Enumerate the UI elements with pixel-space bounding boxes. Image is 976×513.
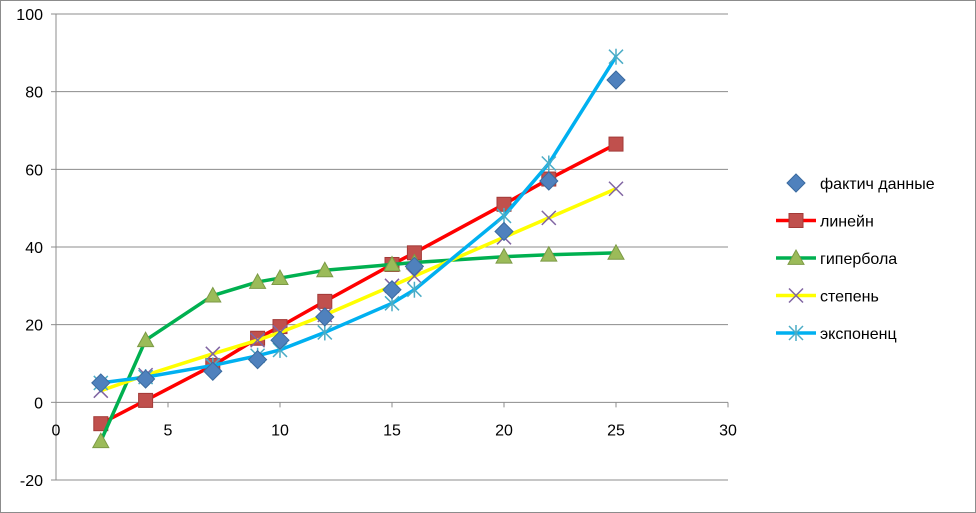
x-tick-label: 15 <box>383 422 401 439</box>
data-point <box>606 70 626 90</box>
legend-marker <box>787 248 805 265</box>
y-tick-label: 100 <box>16 7 43 24</box>
series-3 <box>91 243 625 449</box>
legend-label: экспоненц <box>820 326 897 343</box>
legend-marker <box>788 287 804 304</box>
data-point <box>496 207 512 224</box>
legend-entry: линейн <box>776 213 874 231</box>
legend-label: степень <box>820 289 879 306</box>
data-point <box>247 349 268 370</box>
data-point <box>248 272 267 289</box>
x-tick-label: 5 <box>164 422 173 439</box>
data-point <box>541 155 557 172</box>
legend-marker <box>786 173 806 193</box>
grid-layer <box>56 13 728 481</box>
data-point <box>383 255 401 272</box>
legend: фактич данные линейн гипербола степень экспо… <box>776 173 935 343</box>
data-point <box>203 361 223 381</box>
data-point <box>317 293 333 309</box>
data-point <box>404 256 425 277</box>
data-point <box>539 245 558 262</box>
y-tick-label: -20 <box>20 473 43 490</box>
data-point <box>539 171 559 191</box>
data-point <box>270 330 290 350</box>
data-point <box>91 432 110 449</box>
data-point <box>250 332 266 348</box>
data-point <box>271 269 289 285</box>
data-point <box>608 181 624 197</box>
x-tick-label: 0 <box>52 422 61 439</box>
series-4 <box>93 181 624 399</box>
data-point <box>136 331 155 348</box>
data-point <box>494 221 514 242</box>
data-point <box>205 346 221 362</box>
x-tick-label: 30 <box>719 422 737 439</box>
data-point <box>315 261 334 278</box>
x-tick-label: 25 <box>607 422 625 439</box>
series-line <box>100 187 617 393</box>
legend-label: линейн <box>820 214 874 231</box>
legend-entry: экспоненц <box>776 325 897 343</box>
series-1 <box>91 70 626 393</box>
data-point <box>315 307 335 327</box>
data-point <box>138 392 154 408</box>
data-point <box>541 210 557 226</box>
legend-label: гипербола <box>820 251 897 268</box>
legend-entry: степень <box>776 287 879 306</box>
legend-marker <box>788 213 804 228</box>
legend-marker <box>788 325 804 341</box>
data-point <box>607 243 625 260</box>
y-tick-label: 60 <box>25 162 43 179</box>
data-point <box>135 369 156 389</box>
y-tick-label: 20 <box>25 318 43 335</box>
y-tick-label: 40 <box>25 240 43 257</box>
x-tick-label: 20 <box>495 422 513 439</box>
axis-layer: -20 0 20 40 60 80 100 0 5 10 15 20 25 30 <box>16 7 737 490</box>
y-tick-label: 80 <box>25 85 43 102</box>
series-line <box>99 142 617 426</box>
data-point <box>608 136 624 152</box>
data-point <box>495 247 513 264</box>
data-point <box>203 286 222 303</box>
y-tick-label: 0 <box>34 395 43 412</box>
series-line <box>100 55 618 385</box>
legend-entry: гипербола <box>776 248 897 268</box>
data-point <box>317 324 333 341</box>
legend-entry: фактич данные <box>786 173 935 193</box>
data-point <box>406 281 422 298</box>
x-tick-label: 10 <box>271 422 289 439</box>
data-point <box>608 48 624 65</box>
series-layer <box>91 48 626 449</box>
data-point <box>406 268 422 284</box>
data-point <box>382 280 402 300</box>
legend-label: фактич данные <box>820 176 935 193</box>
data-point <box>91 373 111 393</box>
